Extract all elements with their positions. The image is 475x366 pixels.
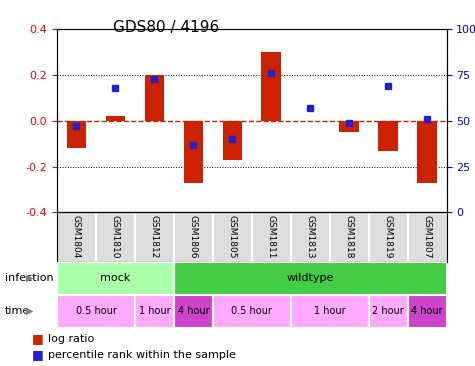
FancyBboxPatch shape: [135, 295, 174, 328]
Bar: [378, 121, 398, 150]
FancyBboxPatch shape: [213, 295, 291, 328]
Text: percentile rank within the sample: percentile rank within the sample: [48, 350, 236, 360]
Text: mock: mock: [100, 273, 131, 283]
Bar: [418, 121, 437, 183]
Text: GSM1805: GSM1805: [228, 215, 237, 259]
Text: GSM1804: GSM1804: [72, 215, 81, 259]
FancyBboxPatch shape: [174, 262, 446, 295]
Bar: [261, 52, 281, 121]
Text: infection: infection: [5, 273, 53, 283]
Bar: [144, 75, 164, 121]
Text: 1 hour: 1 hour: [139, 306, 170, 316]
Bar: [66, 121, 86, 148]
Text: GDS80 / 4196: GDS80 / 4196: [113, 20, 219, 35]
Bar: [105, 116, 125, 121]
FancyBboxPatch shape: [174, 295, 213, 328]
Text: 4 hour: 4 hour: [411, 306, 443, 316]
Bar: [222, 121, 242, 160]
Text: ■: ■: [32, 348, 44, 362]
FancyBboxPatch shape: [57, 295, 135, 328]
Bar: [340, 121, 359, 132]
Text: GSM1810: GSM1810: [111, 215, 120, 259]
Text: log ratio: log ratio: [48, 333, 94, 344]
Text: wildtype: wildtype: [286, 273, 334, 283]
Text: time: time: [5, 306, 30, 316]
Text: ■: ■: [32, 332, 44, 345]
Text: GSM1818: GSM1818: [345, 215, 353, 259]
Text: 2 hour: 2 hour: [372, 306, 404, 316]
Text: 0.5 hour: 0.5 hour: [76, 306, 116, 316]
Text: GSM1806: GSM1806: [189, 215, 198, 259]
Text: ▶: ▶: [26, 306, 34, 316]
Text: 1 hour: 1 hour: [314, 306, 345, 316]
Text: GSM1819: GSM1819: [384, 215, 392, 259]
Text: GSM1813: GSM1813: [306, 215, 314, 259]
FancyBboxPatch shape: [369, 295, 408, 328]
Text: GSM1807: GSM1807: [423, 215, 431, 259]
Bar: [183, 121, 203, 183]
Text: 0.5 hour: 0.5 hour: [231, 306, 272, 316]
FancyBboxPatch shape: [57, 262, 174, 295]
FancyBboxPatch shape: [408, 295, 446, 328]
Text: GSM1812: GSM1812: [150, 215, 159, 259]
Text: ▶: ▶: [26, 273, 34, 283]
FancyBboxPatch shape: [291, 295, 369, 328]
Text: 4 hour: 4 hour: [178, 306, 209, 316]
Text: GSM1811: GSM1811: [267, 215, 276, 259]
